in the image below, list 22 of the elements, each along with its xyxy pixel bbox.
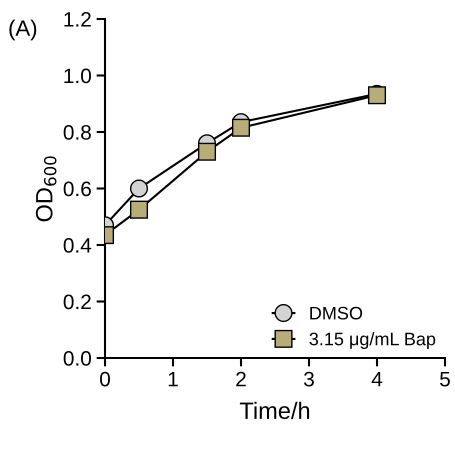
point <box>130 179 148 198</box>
point <box>198 142 216 161</box>
y-axis-title: OD$_{600}$ <box>36 156 56 222</box>
y-tick-label: 0.4 <box>64 238 92 253</box>
y-tick-label: 1.2 <box>64 12 91 27</box>
y-tick-label: 0.8 <box>64 125 91 140</box>
x-axis-title: Time/h <box>240 402 310 420</box>
x-tick-label: 2 <box>236 372 246 386</box>
x-tick-label: 0 <box>100 372 110 386</box>
point <box>232 118 250 137</box>
y-tick-label: 0.0 <box>64 351 91 366</box>
legend-label: 3.15 μg/mL Bap <box>310 332 436 349</box>
y-tick-label: 0.6 <box>64 182 91 196</box>
y-tick-label: 1.0 <box>64 68 91 84</box>
text: (A) <box>9 20 36 40</box>
point <box>130 200 148 219</box>
legend-label: DMSO <box>310 306 362 320</box>
x-tick-label: 1 <box>168 372 178 386</box>
x-tick-label: 5 <box>440 372 450 386</box>
y-tick-label: 0.2 <box>64 294 91 310</box>
x-tick-label: 4 <box>372 372 382 386</box>
x-tick-label: 3 <box>304 372 314 386</box>
